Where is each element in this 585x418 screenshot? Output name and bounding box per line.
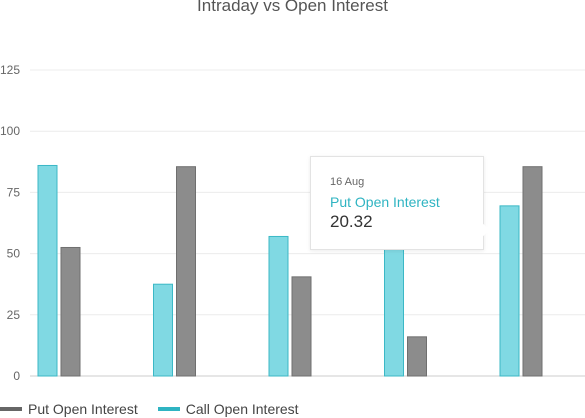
y-axis: 0 25 50 75 100 125 [0, 63, 20, 383]
legend-item-call[interactable]: Call Open Interest [157, 400, 299, 418]
put-bar[interactable] [407, 336, 427, 377]
call-bar[interactable] [384, 248, 404, 377]
y-tick-label: 0 [13, 369, 20, 383]
bars [37, 164, 543, 377]
call-bar[interactable] [499, 205, 520, 377]
bar-chart: 0 25 50 75 100 125 [0, 63, 585, 383]
tooltip: 16 Aug Put Open Interest 20.32 [310, 156, 484, 250]
y-tick-label: 25 [7, 308, 21, 322]
chart-title: Intraday vs Open Interest [197, 0, 388, 15]
call-bar[interactable] [37, 164, 58, 377]
legend-item-put[interactable]: Put Open Interest [0, 400, 138, 418]
call-bar[interactable] [268, 235, 289, 377]
y-tick-label: 125 [0, 63, 20, 77]
tooltip-date: 16 Aug [330, 176, 365, 188]
put-bar[interactable] [291, 276, 312, 377]
call-bar[interactable] [153, 283, 173, 377]
legend: Put Open Interest Call Open Interest [0, 400, 319, 418]
legend-label-call: Call Open Interest [185, 401, 299, 417]
y-tick-label: 100 [0, 124, 20, 138]
tooltip-arrow [481, 222, 490, 238]
put-bar[interactable] [60, 246, 81, 377]
legend-label-put: Put Open Interest [28, 401, 138, 417]
tooltip-value: 20.32 [330, 212, 373, 231]
y-tick-label: 75 [7, 185, 21, 199]
put-bar[interactable] [176, 166, 196, 377]
y-tick-label: 50 [7, 247, 21, 261]
legend-swatch-call [157, 407, 180, 411]
legend-swatch-put [0, 407, 22, 411]
put-bar[interactable] [522, 166, 543, 377]
tooltip-series: Put Open Interest [330, 194, 440, 210]
